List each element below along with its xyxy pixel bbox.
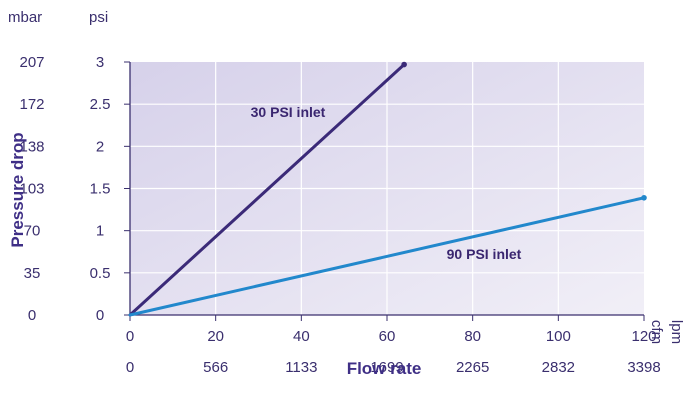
y-tick-label-mbar: 172 (19, 96, 44, 113)
series-endpoint-90-psi-inlet (641, 194, 647, 201)
y-tick-label-mbar: 0 (28, 307, 36, 324)
y-axis-title: Pressure drop (8, 132, 27, 247)
y-tick-label-mbar: 138 (19, 138, 44, 155)
grid-lines (130, 62, 644, 315)
labels-layer: 0 0 0.5 35 1 70 1.5 103 2 138 2.5 172 3 207 0 0 20 566 40 1… (19, 54, 660, 376)
y-unit-psi: psi (89, 9, 108, 26)
x-tick-label-cfm: 120 (631, 328, 656, 345)
y-tick-label-psi: 2 (96, 138, 104, 155)
y-tick-label-psi: 3 (96, 54, 104, 71)
y-tick-label-psi: 0.5 (90, 265, 111, 282)
x-tick-label-lpm: 1133 (285, 359, 317, 376)
x-tick-label-lpm: 566 (203, 359, 228, 376)
x-unit-lpm: lpm (668, 320, 685, 344)
y-tick-label-psi: 1 (96, 223, 104, 240)
y-tick-label-psi: 2.5 (90, 96, 111, 113)
series-line-90-psi-inlet (128, 196, 646, 317)
x-tick-label-cfm: 100 (546, 328, 571, 345)
y-tick-label-mbar: 103 (19, 181, 44, 198)
x-tick-label-lpm: 3398 (627, 359, 660, 376)
x-unit-cfm: cfm (648, 320, 665, 344)
series-layer (128, 61, 647, 317)
x-tick-label-cfm: 20 (207, 328, 224, 345)
y-tick-label-mbar: 35 (24, 265, 41, 282)
series-line-30-psi-inlet (128, 63, 406, 317)
x-tick-label-cfm: 0 (126, 328, 134, 345)
x-tick-label-cfm: 80 (464, 328, 481, 345)
x-axis-title: Flow rate (347, 359, 422, 378)
x-tick-label-lpm: 2265 (456, 359, 489, 376)
series-label-30-psi-inlet: 30 PSI inlet (251, 104, 326, 120)
x-tick-label-cfm: 60 (379, 328, 396, 345)
x-tick-label-lpm: 2832 (542, 359, 575, 376)
y-tick-label-mbar: 70 (24, 223, 41, 240)
series-label-90-psi-inlet: 90 PSI inlet (447, 246, 522, 262)
x-tick-label-lpm: 0 (126, 359, 134, 376)
series-endpoint-30-psi-inlet (401, 61, 407, 68)
y-unit-mbar: mbar (8, 9, 42, 26)
y-tick-label-psi: 0 (96, 307, 104, 324)
y-tick-label-psi: 1.5 (90, 181, 111, 198)
x-tick-label-lpm: 1699 (370, 359, 403, 376)
x-tick-label-cfm: 40 (293, 328, 310, 345)
y-tick-label-mbar: 207 (19, 54, 44, 71)
